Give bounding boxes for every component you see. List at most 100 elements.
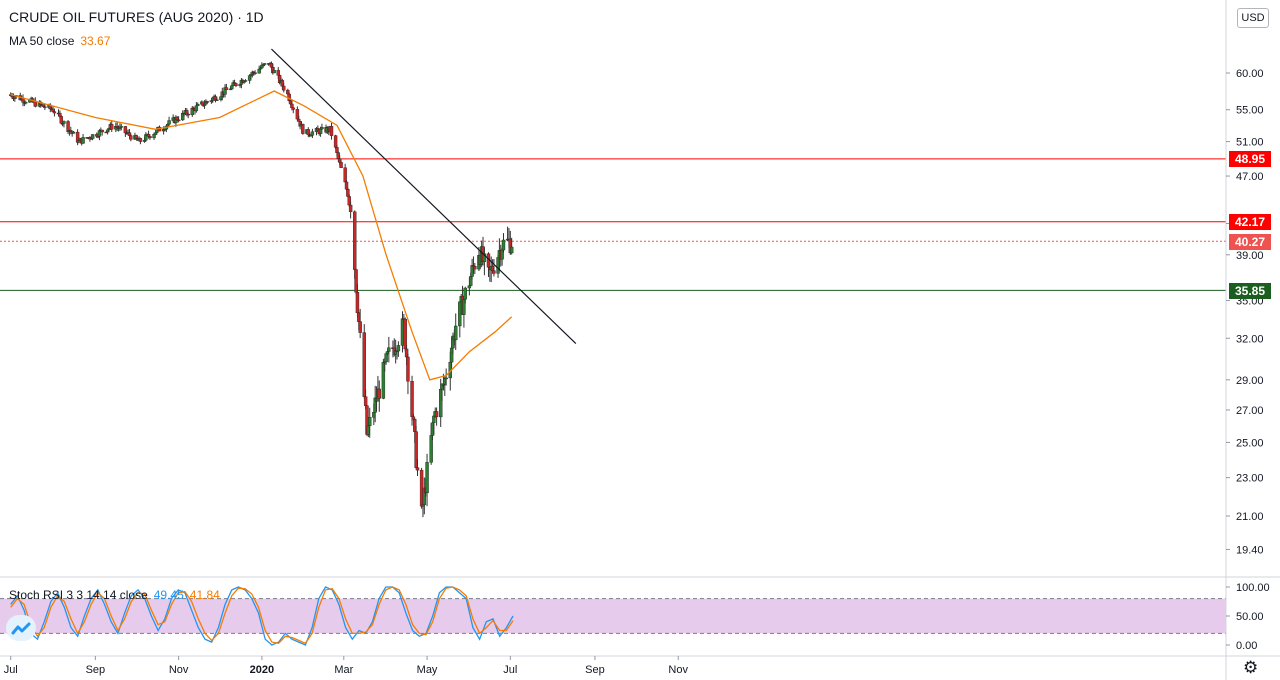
candle-body [186, 113, 190, 116]
stoch-tick-label: 50.00 [1236, 611, 1264, 623]
candle-body [501, 239, 506, 251]
price-badge-40-27: 40.27 [1229, 234, 1271, 250]
price-tick-label: 27.00 [1236, 405, 1264, 417]
horizontal-levels[interactable] [0, 158, 1226, 291]
candle-body [205, 101, 209, 103]
time-tick-label: Nov [169, 664, 189, 676]
candle-body [100, 129, 104, 133]
candle-body [320, 127, 324, 130]
candle-body [196, 104, 200, 106]
candle-body [202, 103, 207, 106]
candle-body [509, 246, 514, 254]
candle-body [362, 332, 366, 397]
trendline [271, 48, 577, 344]
candle-body [234, 83, 238, 86]
price-badge-35-85: 35.85 [1229, 283, 1271, 299]
candle-body [329, 125, 334, 136]
candle-body [71, 131, 76, 134]
price-tick-label: 23.00 [1236, 473, 1264, 485]
candle-body [358, 321, 362, 333]
candle-body [138, 138, 143, 142]
ma-legend: MA 50 close 33.67 [9, 34, 110, 48]
candle-body [110, 124, 114, 130]
price-tick-label: 32.00 [1236, 333, 1264, 345]
candle-body [434, 411, 439, 418]
candle-body [387, 347, 391, 352]
candle-body [272, 70, 276, 74]
candle-body [119, 126, 123, 128]
candle-body [425, 462, 429, 494]
candle-body [129, 135, 133, 140]
price-tick-label: 60.00 [1236, 68, 1264, 80]
price-badge-42-17: 42.17 [1229, 214, 1271, 230]
candle-body [167, 120, 171, 125]
price-tick-label: 55.00 [1236, 105, 1264, 117]
candle-body [24, 102, 28, 104]
price-tick-label: 19.40 [1236, 544, 1264, 556]
candle-body [492, 270, 496, 274]
candle-body [353, 211, 357, 270]
stoch-band [0, 598, 1226, 634]
candle-body [406, 356, 410, 382]
price-tick-label: 21.00 [1236, 511, 1264, 523]
candle-body [410, 380, 414, 417]
candle-body [363, 396, 368, 406]
candle-body [403, 318, 407, 350]
time-tick-label: Jul [4, 664, 18, 676]
ma50-line [10, 90, 513, 381]
chart-title: CRUDE OIL FUTURES (AUG 2020) · 1D [9, 9, 264, 25]
stoch-d-line [10, 586, 514, 645]
candle-body [297, 118, 301, 122]
stoch-k-line [10, 586, 514, 646]
ma-legend-value: 33.67 [80, 34, 111, 48]
candle-body [339, 162, 343, 168]
candle-body [282, 85, 286, 91]
candlestick-series [9, 61, 514, 518]
candle-body [43, 106, 47, 108]
tradingview-logo-icon[interactable] [6, 615, 36, 641]
stoch-tick-label: 0.00 [1236, 640, 1257, 652]
candle-body [377, 388, 381, 399]
stoch-tick-label: 100.00 [1236, 582, 1270, 594]
price-tick-label: 47.00 [1236, 171, 1264, 183]
candle-body [396, 345, 401, 352]
candle-body [176, 119, 181, 122]
stoch-legend: Stoch RSI 3 3 14 14 close 49.45 41.84 [9, 588, 220, 602]
time-tick-label: Jul [503, 664, 517, 676]
ma50-line-group [10, 90, 513, 381]
candle-body [415, 467, 420, 471]
candle-body [224, 87, 229, 90]
candle-body [291, 107, 295, 110]
stoch-k-value: 49.45 [153, 588, 184, 602]
candle-body [463, 287, 467, 300]
currency-button[interactable]: USD [1237, 8, 1269, 28]
time-tick-label: Mar [334, 664, 353, 676]
candle-body [368, 417, 372, 427]
candle-body [148, 136, 152, 139]
candle-body [81, 137, 85, 144]
candle-body [444, 377, 448, 380]
candle-body [62, 121, 66, 124]
price-tick-label: 29.00 [1236, 375, 1264, 387]
candle-body [90, 134, 95, 139]
candle-body [194, 105, 199, 112]
price-badge-48-95: 48.95 [1229, 151, 1271, 167]
candle-body [355, 291, 360, 314]
candle-body [310, 131, 315, 136]
price-tick-label: 39.00 [1236, 250, 1264, 262]
candle-body [482, 253, 487, 263]
time-tick-label: 2020 [250, 664, 274, 676]
candle-body [343, 167, 347, 183]
candle-body [243, 80, 248, 82]
time-tick-label: Sep [86, 664, 106, 676]
candle-body [262, 63, 267, 65]
gear-icon[interactable]: ⚙ [1243, 658, 1259, 677]
candle-body [301, 124, 305, 134]
time-tick-label: Nov [668, 664, 688, 676]
price-tick-label: 25.00 [1236, 437, 1264, 449]
time-tick-label: May [417, 664, 438, 676]
ma-legend-label: MA 50 close [9, 34, 75, 48]
trendline-group[interactable] [271, 48, 577, 344]
